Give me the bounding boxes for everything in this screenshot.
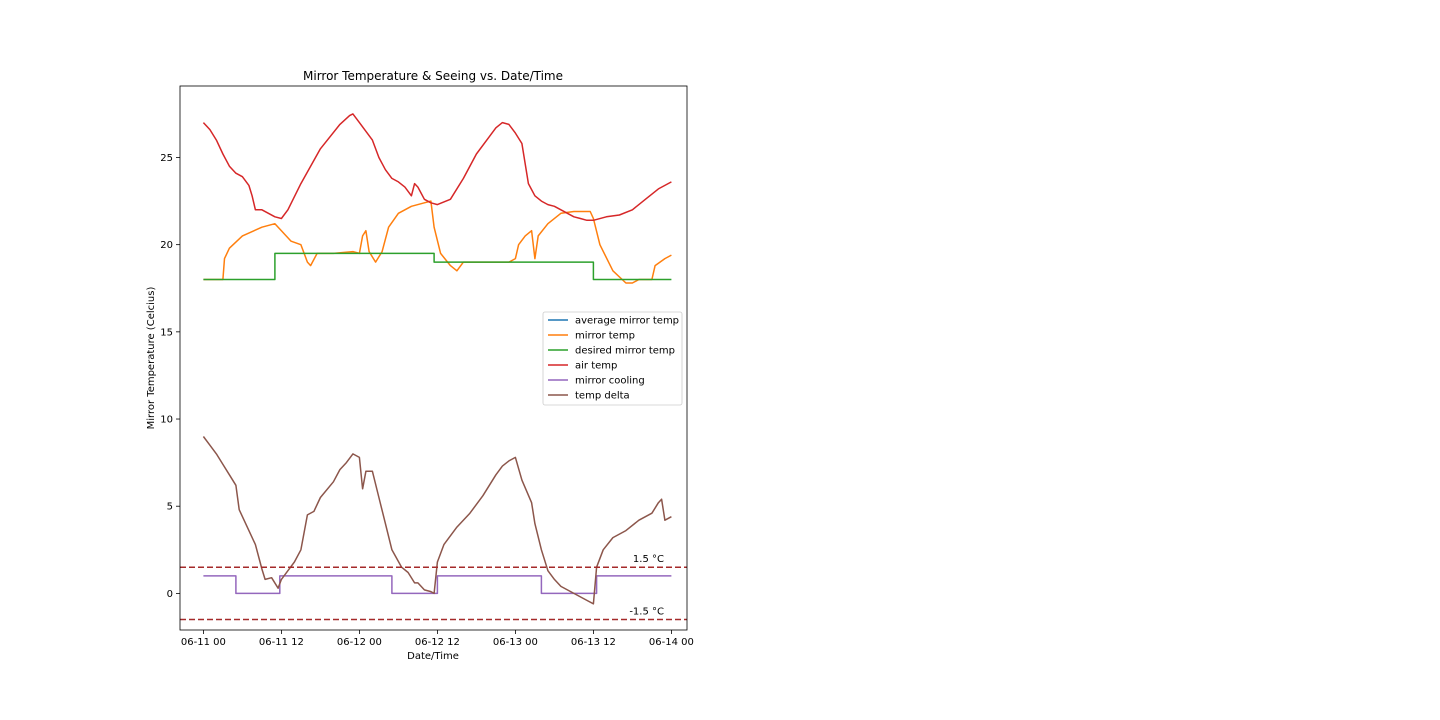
legend-label: temp delta	[575, 391, 630, 402]
x-axis-ticks: 06-11 00 06-11 12 06-12 00 06-12 12 06-13 00…	[181, 630, 694, 648]
series-line-temp-delta	[202, 436, 672, 605]
threshold-lines: 1.5 °C -1.5 °C	[180, 554, 687, 621]
x-tick-label: 06-14 00	[649, 637, 694, 648]
y-tick-label: 10	[160, 415, 173, 426]
y-tick-label: 5	[167, 502, 173, 513]
series-line-air-temp	[202, 113, 672, 222]
chart-title: Mirror Temperature & Seeing vs. Date/Tim…	[303, 69, 563, 83]
x-tick-label: 06-12 00	[337, 637, 382, 648]
y-axis-label: Mirror Temperature (Celcius)	[146, 287, 157, 430]
y-axis-ticks: 0 5 10 15 20 25	[160, 153, 180, 600]
series-line-mirror-temp	[203, 200, 672, 284]
y-tick-label: 20	[160, 240, 173, 251]
legend-label: average mirror temp	[575, 316, 679, 327]
x-axis-label: Date/Time	[407, 651, 459, 662]
threshold-label-0: 1.5 °C	[633, 554, 664, 565]
legend-label: mirror cooling	[575, 376, 645, 387]
y-tick-label: 15	[160, 327, 173, 338]
x-tick-label: 06-12 12	[415, 637, 460, 648]
y-tick-label: 25	[160, 153, 173, 164]
x-tick-label: 06-11 12	[259, 637, 304, 648]
x-tick-label: 06-11 00	[181, 637, 226, 648]
threshold-label-1: -1.5 °C	[629, 607, 664, 618]
y-tick-label: 0	[167, 589, 173, 600]
legend-label: air temp	[575, 361, 617, 372]
legend: average mirror temp mirror temp desired mi…	[542, 311, 683, 406]
plot-lines	[202, 113, 672, 605]
x-tick-label: 06-13 00	[493, 637, 538, 648]
x-tick-label: 06-13 12	[571, 637, 616, 648]
legend-label: desired mirror temp	[575, 346, 675, 357]
legend-label: mirror temp	[575, 331, 635, 342]
plot-frame	[179, 85, 688, 631]
series-line-mirror-cooling	[203, 575, 672, 595]
series-line-desired-mirror-temp	[203, 252, 672, 281]
legend-frame	[542, 311, 683, 406]
